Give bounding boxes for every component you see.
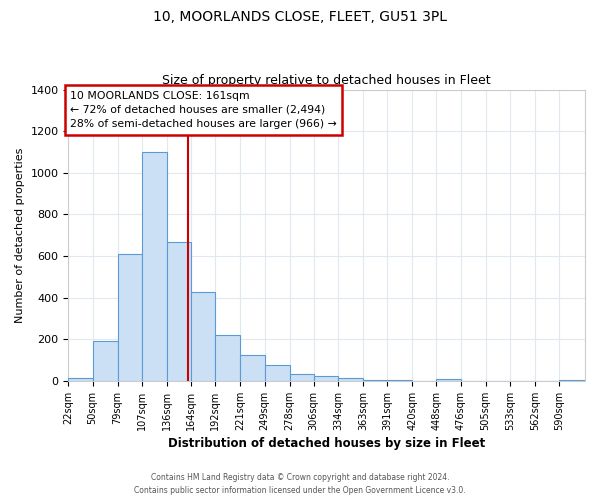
Text: 10, MOORLANDS CLOSE, FLEET, GU51 3PL: 10, MOORLANDS CLOSE, FLEET, GU51 3PL <box>153 10 447 24</box>
Bar <box>314 376 338 381</box>
Bar <box>68 378 92 381</box>
Title: Size of property relative to detached houses in Fleet: Size of property relative to detached ho… <box>163 74 491 87</box>
Bar <box>118 254 142 381</box>
Bar <box>436 379 461 381</box>
Y-axis label: Number of detached properties: Number of detached properties <box>15 148 25 323</box>
Text: 10 MOORLANDS CLOSE: 161sqm
← 72% of detached houses are smaller (2,494)
28% of s: 10 MOORLANDS CLOSE: 161sqm ← 72% of deta… <box>70 90 337 130</box>
Text: Contains HM Land Registry data © Crown copyright and database right 2024.
Contai: Contains HM Land Registry data © Crown c… <box>134 474 466 495</box>
Bar <box>290 374 314 381</box>
X-axis label: Distribution of detached houses by size in Fleet: Distribution of detached houses by size … <box>168 437 485 450</box>
Bar <box>338 378 363 381</box>
Bar <box>387 380 412 381</box>
Bar <box>215 335 241 381</box>
Bar <box>92 342 118 381</box>
Bar <box>167 242 191 381</box>
Bar <box>191 292 215 381</box>
Bar <box>142 152 167 381</box>
Bar <box>265 366 290 381</box>
Bar <box>241 355 265 381</box>
Bar <box>559 380 585 381</box>
Bar <box>363 380 387 381</box>
